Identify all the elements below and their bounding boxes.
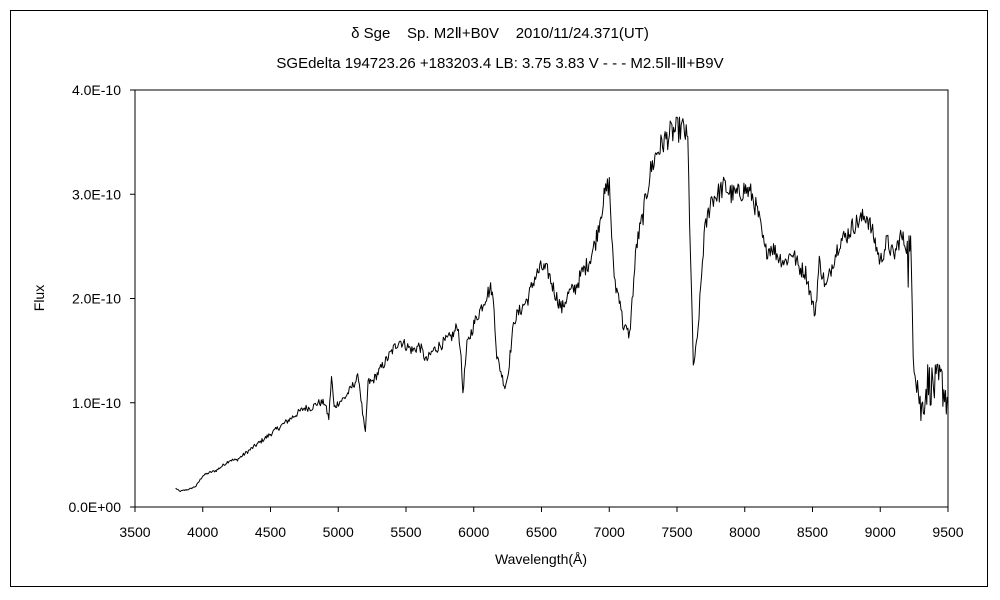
y-tick-label: 2.0E-10	[72, 291, 121, 307]
y-tick-label: 3.0E-10	[72, 186, 121, 202]
x-tick-label: 4500	[255, 524, 286, 540]
x-axis: 3500 4000 4500 5000 5500 6000 6500 7000 7500 8000…	[119, 507, 964, 540]
x-axis-label: Wavelength(Å)	[495, 551, 587, 567]
x-tick-label: 3500	[119, 524, 150, 540]
x-tick-label: 4000	[187, 524, 218, 540]
x-tick-label: 7000	[594, 524, 625, 540]
y-axis: 0.0E+00 1.0E-10 2.0E-10 3.0E-10 4.0E-10	[68, 82, 135, 515]
y-tick-label: 4.0E-10	[72, 82, 121, 98]
chart-subtitle: SGEdelta 194723.26 +183203.4 LB: 3.75 3.…	[276, 55, 724, 72]
chart-frame	[10, 10, 988, 587]
y-tick-label: 0.0E+00	[68, 499, 121, 515]
x-tick-label: 6500	[526, 524, 557, 540]
y-tick-label: 1.0E-10	[72, 395, 121, 411]
x-tick-label: 5500	[390, 524, 421, 540]
x-tick-label: 7500	[661, 524, 692, 540]
x-tick-label: 6000	[458, 524, 489, 540]
x-tick-label: 5000	[323, 524, 354, 540]
chart-title: δ Sge Sp. M2Ⅱ+B0V 2010/11/24.371(UT)	[351, 25, 649, 42]
x-tick-label: 9500	[932, 524, 963, 540]
y-axis-label: Flux	[31, 285, 47, 311]
spectrum-series-line	[175, 116, 949, 492]
x-tick-label: 9000	[865, 524, 896, 540]
x-tick-label: 8000	[729, 524, 760, 540]
x-tick-label: 8500	[797, 524, 828, 540]
series-group	[175, 116, 949, 492]
